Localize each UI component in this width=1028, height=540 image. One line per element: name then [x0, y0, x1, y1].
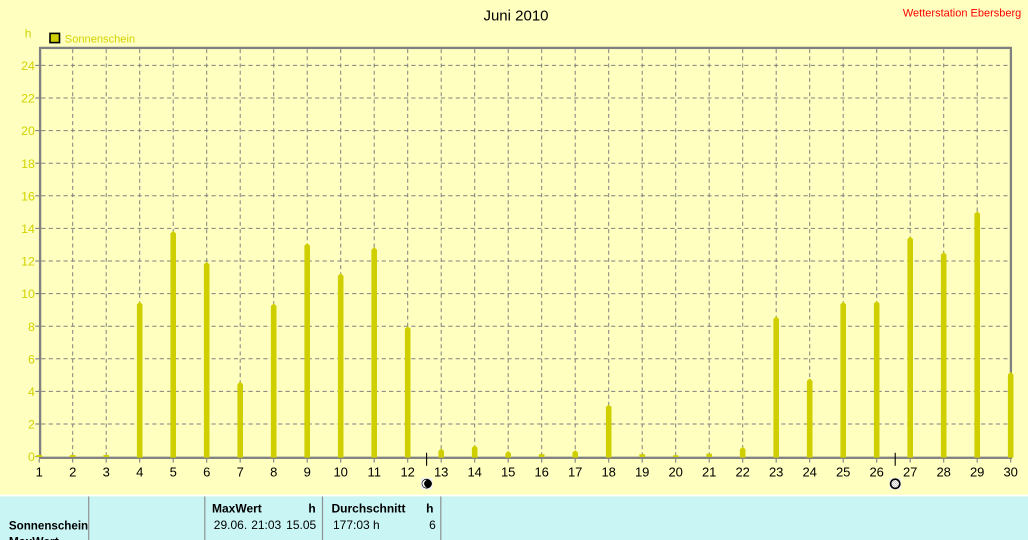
svg-text:Juni 2010: Juni 2010: [483, 7, 548, 24]
svg-text:6: 6: [203, 465, 210, 480]
svg-text:19: 19: [635, 465, 649, 480]
svg-text:4: 4: [136, 465, 143, 480]
svg-text:Wetterstation Ebersberg: Wetterstation Ebersberg: [903, 7, 1021, 19]
svg-text:8: 8: [28, 320, 35, 334]
svg-text:7: 7: [237, 465, 244, 480]
svg-text:12: 12: [21, 255, 35, 269]
svg-text:23: 23: [769, 465, 783, 480]
svg-text:30: 30: [1003, 465, 1017, 480]
svg-text:20: 20: [668, 465, 682, 480]
svg-text:2: 2: [69, 465, 76, 480]
svg-text:h: h: [25, 26, 32, 40]
svg-text:28: 28: [936, 465, 950, 480]
svg-text:24: 24: [21, 59, 35, 73]
svg-text:24: 24: [802, 465, 816, 480]
svg-text:3: 3: [103, 465, 110, 480]
svg-text:18: 18: [21, 157, 35, 171]
svg-text:22: 22: [735, 465, 749, 480]
svg-text:21: 21: [702, 465, 716, 480]
svg-text:1: 1: [36, 465, 43, 480]
svg-text:9: 9: [304, 465, 311, 480]
svg-text:22: 22: [21, 92, 35, 106]
svg-text:h: h: [426, 502, 433, 516]
svg-text:17: 17: [568, 465, 582, 480]
svg-text:6: 6: [429, 518, 436, 532]
svg-text:21:03: 21:03: [251, 518, 281, 532]
svg-text:0: 0: [28, 450, 35, 464]
svg-text:14: 14: [21, 222, 35, 236]
svg-text:6: 6: [28, 352, 35, 366]
svg-text:15: 15: [501, 465, 515, 480]
svg-text:27: 27: [903, 465, 917, 480]
svg-text:h: h: [308, 502, 315, 516]
svg-text:11: 11: [367, 465, 381, 480]
svg-text:26: 26: [869, 465, 883, 480]
svg-text:16: 16: [21, 189, 35, 203]
svg-text:13: 13: [434, 465, 448, 480]
svg-text:18: 18: [601, 465, 615, 480]
svg-text:MaxWert: MaxWert: [212, 502, 262, 516]
svg-text:177:03 h: 177:03 h: [333, 518, 380, 532]
svg-text:20: 20: [21, 124, 35, 138]
svg-text:8: 8: [270, 465, 277, 480]
svg-text:2: 2: [28, 418, 35, 432]
svg-text:14: 14: [467, 465, 481, 480]
svg-text:12: 12: [400, 465, 414, 480]
svg-text:MaxWert: MaxWert: [9, 535, 59, 540]
svg-text:29.06.: 29.06.: [214, 518, 247, 532]
svg-text:Sonnenschein: Sonnenschein: [9, 520, 88, 533]
svg-text:10: 10: [21, 287, 35, 301]
svg-text:10: 10: [333, 465, 347, 480]
svg-text:5: 5: [170, 465, 177, 480]
svg-text:Sonnenschein: Sonnenschein: [65, 34, 135, 46]
svg-text:25: 25: [836, 465, 850, 480]
svg-text:15.05: 15.05: [286, 518, 316, 532]
svg-text:4: 4: [28, 385, 35, 399]
svg-text:16: 16: [534, 465, 548, 480]
svg-text:29: 29: [970, 465, 984, 480]
svg-text:Durchschnitt: Durchschnitt: [332, 502, 406, 516]
